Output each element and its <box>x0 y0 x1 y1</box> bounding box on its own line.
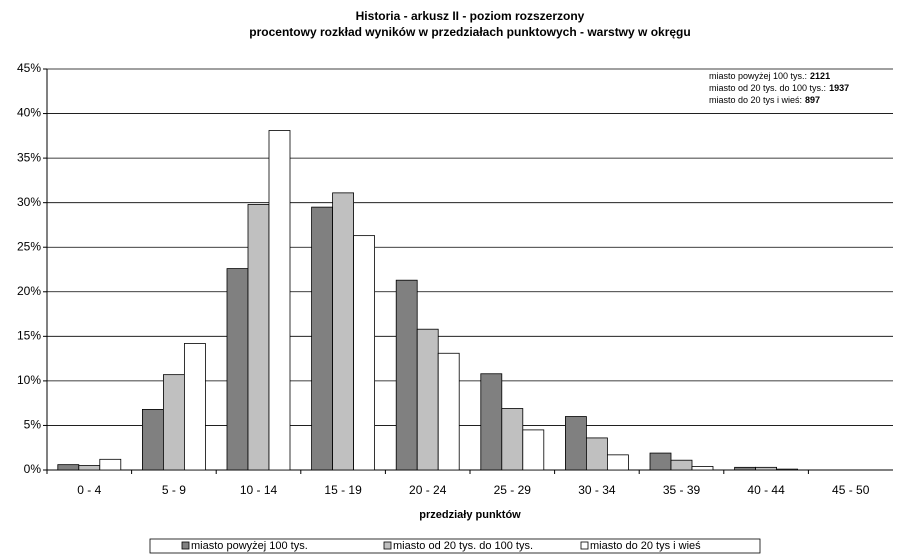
x-tick-label: 30 - 34 <box>578 483 616 497</box>
x-tick-label: 20 - 24 <box>409 483 447 497</box>
y-tick-label: 30% <box>17 195 41 209</box>
y-tick-label: 45% <box>17 61 41 75</box>
bar <box>353 235 376 471</box>
y-tick-label: 20% <box>17 284 41 298</box>
x-tick-label: 40 - 44 <box>747 483 785 497</box>
bar <box>480 373 503 471</box>
bar <box>522 429 545 471</box>
legend-label: miasto od 20 tys. do 100 tys. <box>393 540 533 552</box>
annotation-text: miasto powyżej 100 tys.: <box>709 71 807 81</box>
bar <box>99 458 122 471</box>
bar <box>332 192 355 471</box>
bar <box>565 416 587 471</box>
x-tick-label: 45 - 50 <box>832 483 870 497</box>
chart-title: Historia - arkusz II - poziom rozszerzon… <box>356 9 585 23</box>
y-tick-label: 40% <box>17 106 41 120</box>
bar <box>734 466 756 471</box>
bar <box>776 468 798 471</box>
annotation-count: 897 <box>805 95 820 105</box>
bar <box>57 464 80 471</box>
x-tick-label: 5 - 9 <box>162 483 186 497</box>
bar <box>162 374 185 471</box>
annotation: miasto powyżej 100 tys.: 2121 <box>709 71 830 81</box>
x-tick-label: 10 - 14 <box>240 483 278 497</box>
x-axis-title: przedziały punktów <box>419 509 521 521</box>
x-tick-label: 35 - 39 <box>663 483 701 497</box>
bar <box>311 206 334 471</box>
y-tick-label: 5% <box>24 418 42 432</box>
legend-label: miasto powyżej 100 tys. <box>191 540 308 552</box>
annotation-text: miasto do 20 tys i wieś: <box>709 95 802 105</box>
bar <box>226 268 249 471</box>
y-tick-label: 35% <box>17 150 41 164</box>
bar <box>649 452 672 471</box>
annotation: miasto od 20 tys. do 100 tys.: 1937 <box>709 83 849 93</box>
chart-subtitle: procentowy rozkład wyników w przedziałac… <box>249 25 690 39</box>
bar <box>755 466 777 471</box>
bar <box>607 454 629 471</box>
bar <box>268 130 291 471</box>
bar <box>670 459 693 471</box>
legend-swatch <box>383 541 392 550</box>
annotation-count: 2121 <box>810 71 830 81</box>
bar <box>183 343 206 471</box>
bar <box>501 408 524 471</box>
y-tick-label: 0% <box>24 462 42 476</box>
legend-box <box>149 538 761 554</box>
y-tick-label: 10% <box>17 373 41 387</box>
y-tick-label: 15% <box>17 329 41 343</box>
x-tick-label: 25 - 29 <box>494 483 532 497</box>
bar <box>416 328 439 471</box>
y-tick-label: 25% <box>17 239 41 253</box>
bar <box>395 279 418 471</box>
legend-swatch <box>580 541 589 550</box>
bar <box>586 437 608 471</box>
bar <box>141 409 164 471</box>
bar <box>78 465 101 471</box>
legend-swatch <box>181 541 190 550</box>
legend-label: miasto do 20 tys i wieś <box>590 540 701 552</box>
bar <box>247 204 270 471</box>
annotation: miasto do 20 tys i wieś: 897 <box>709 95 820 105</box>
annotation-text: miasto od 20 tys. do 100 tys.: <box>709 83 826 93</box>
annotation-count: 1937 <box>829 83 849 93</box>
bar <box>691 466 714 471</box>
x-tick-label: 0 - 4 <box>77 483 101 497</box>
x-tick-label: 15 - 19 <box>324 483 362 497</box>
bar <box>437 352 460 471</box>
